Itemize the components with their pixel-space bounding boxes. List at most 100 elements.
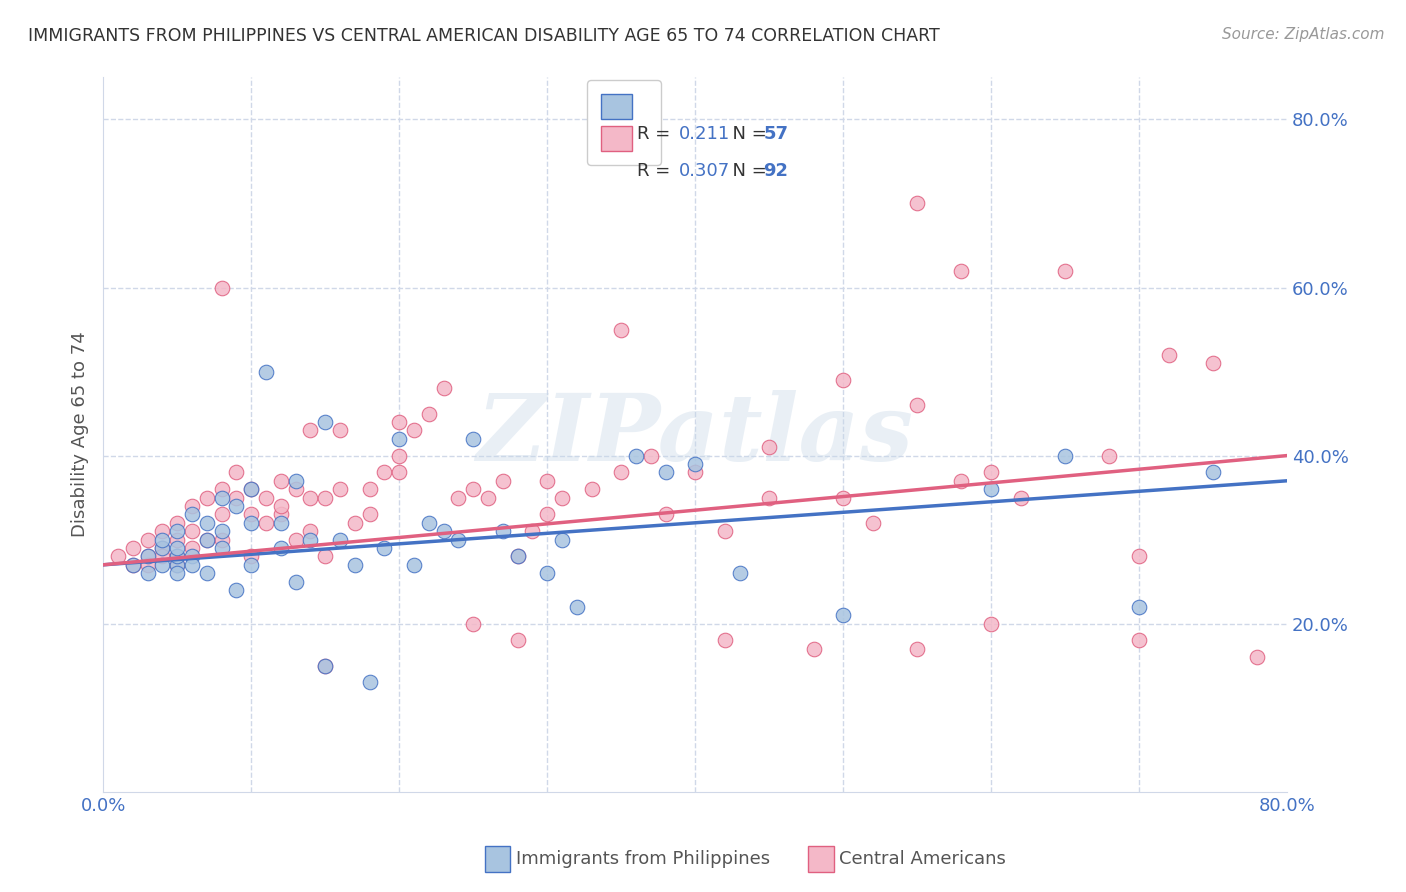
Point: [225, 466, 247, 480]
Point: [136, 533, 159, 547]
Point: [270, 508, 292, 522]
Point: [270, 516, 292, 530]
Point: [551, 533, 574, 547]
Point: [565, 599, 588, 614]
Point: [610, 466, 633, 480]
Point: [181, 549, 204, 564]
Point: [166, 549, 188, 564]
Point: [166, 549, 188, 564]
Point: [211, 482, 233, 496]
Point: [211, 541, 233, 555]
Point: [373, 466, 395, 480]
Point: [150, 549, 173, 564]
Point: [713, 524, 735, 539]
Point: [181, 524, 204, 539]
Point: [536, 474, 558, 488]
Point: [211, 491, 233, 505]
Point: [136, 566, 159, 581]
Point: [418, 516, 440, 530]
Point: [980, 466, 1002, 480]
Point: [758, 491, 780, 505]
Point: [832, 491, 855, 505]
Point: [181, 541, 204, 555]
Point: [195, 516, 218, 530]
Point: [314, 491, 336, 505]
Point: [373, 541, 395, 555]
Point: [225, 582, 247, 597]
Point: [506, 549, 529, 564]
Point: [136, 558, 159, 572]
Point: [461, 432, 484, 446]
Point: [980, 482, 1002, 496]
Point: [166, 524, 188, 539]
Point: [299, 524, 322, 539]
Point: [329, 423, 352, 437]
Point: [314, 549, 336, 564]
Point: [270, 541, 292, 555]
Point: [506, 549, 529, 564]
Point: [166, 533, 188, 547]
Point: [728, 566, 751, 581]
Point: [522, 524, 544, 539]
Point: [121, 541, 143, 555]
Point: [713, 633, 735, 648]
Point: [432, 524, 454, 539]
Point: [107, 549, 129, 564]
Text: N =: N =: [721, 125, 772, 143]
Point: [536, 508, 558, 522]
Point: [581, 482, 603, 496]
Point: [150, 533, 173, 547]
Point: [284, 474, 307, 488]
Point: [461, 616, 484, 631]
Point: [683, 466, 706, 480]
Point: [225, 499, 247, 513]
Point: [1010, 491, 1032, 505]
Point: [551, 491, 574, 505]
Point: [284, 574, 307, 589]
Point: [211, 508, 233, 522]
Point: [461, 482, 484, 496]
Point: [388, 466, 411, 480]
Point: [1246, 650, 1268, 665]
Text: 0.307: 0.307: [679, 162, 730, 180]
Point: [240, 516, 263, 530]
Point: [683, 457, 706, 471]
Point: [905, 641, 928, 656]
Point: [832, 608, 855, 623]
Point: [388, 415, 411, 429]
Point: [211, 524, 233, 539]
Point: [166, 516, 188, 530]
Point: [166, 541, 188, 555]
Point: [832, 373, 855, 387]
Point: [905, 398, 928, 412]
Point: [343, 516, 366, 530]
Point: [388, 432, 411, 446]
Point: [270, 474, 292, 488]
Point: [299, 423, 322, 437]
Point: [402, 423, 425, 437]
Text: Source: ZipAtlas.com: Source: ZipAtlas.com: [1222, 27, 1385, 42]
Text: R =: R =: [637, 125, 676, 143]
Point: [270, 499, 292, 513]
Point: [240, 508, 263, 522]
Point: [329, 482, 352, 496]
Point: [121, 558, 143, 572]
Text: 57: 57: [763, 125, 789, 143]
Point: [640, 449, 662, 463]
Point: [506, 633, 529, 648]
Text: 0.211: 0.211: [679, 125, 730, 143]
Text: IMMIGRANTS FROM PHILIPPINES VS CENTRAL AMERICAN DISABILITY AGE 65 TO 74 CORRELAT: IMMIGRANTS FROM PHILIPPINES VS CENTRAL A…: [28, 27, 939, 45]
Text: Central Americans: Central Americans: [839, 850, 1007, 868]
Point: [477, 491, 499, 505]
Point: [136, 549, 159, 564]
Point: [314, 415, 336, 429]
Point: [1128, 599, 1150, 614]
Text: R =: R =: [637, 162, 676, 180]
Point: [624, 449, 647, 463]
Point: [1202, 356, 1225, 370]
Point: [418, 407, 440, 421]
Point: [654, 466, 676, 480]
Point: [610, 322, 633, 336]
Text: ZIPatlas: ZIPatlas: [477, 390, 914, 480]
Point: [225, 491, 247, 505]
